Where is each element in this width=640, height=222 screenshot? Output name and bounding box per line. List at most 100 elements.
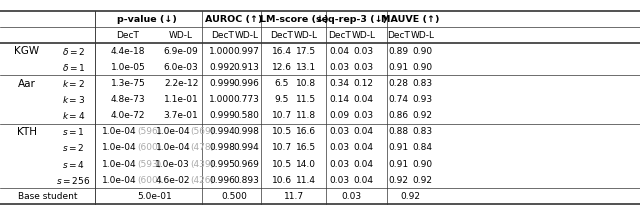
Text: 0.03: 0.03 [329,63,349,72]
Text: 0.04: 0.04 [353,143,374,153]
Text: 1.0e-04: 1.0e-04 [102,143,137,153]
Text: 0.03: 0.03 [329,143,349,153]
Text: 0.04: 0.04 [329,47,349,56]
Text: $s = 1$: $s = 1$ [62,126,85,137]
Text: 4.4e-18: 4.4e-18 [111,47,145,56]
Text: 6.9e-09: 6.9e-09 [164,47,198,56]
Text: 11.7: 11.7 [284,192,304,201]
Text: 0.913: 0.913 [234,63,259,72]
Text: 0.14: 0.14 [329,95,349,104]
Text: 0.91: 0.91 [388,143,408,153]
Text: 0.74: 0.74 [388,95,408,104]
Text: 10.5: 10.5 [271,127,292,136]
Text: 0.83: 0.83 [412,127,433,136]
Text: 0.92: 0.92 [388,176,408,185]
Text: KTH: KTH [17,127,37,137]
Text: 4.0e-72: 4.0e-72 [111,111,145,120]
Text: KGW: KGW [14,46,40,56]
Text: 0.04: 0.04 [353,95,374,104]
Text: Base student: Base student [19,192,77,201]
Text: 10.7: 10.7 [271,143,292,153]
Text: 0.999: 0.999 [209,79,235,88]
Text: 0.03: 0.03 [329,159,349,168]
Text: DecT: DecT [116,31,140,40]
Text: 0.03: 0.03 [353,47,374,56]
Text: 10.5: 10.5 [271,159,292,168]
Text: (569): (569) [190,127,214,136]
Text: 1.000: 1.000 [209,95,235,104]
Text: 1.000: 1.000 [209,47,235,56]
Text: 0.92: 0.92 [412,111,433,120]
Text: 0.500: 0.500 [221,192,247,201]
Text: 1.0e-04: 1.0e-04 [102,176,137,185]
Text: 0.998: 0.998 [209,143,235,153]
Text: 9.5: 9.5 [275,95,289,104]
Text: 10.6: 10.6 [271,176,292,185]
Text: $k = 2$: $k = 2$ [62,78,85,89]
Text: 0.04: 0.04 [353,176,374,185]
Text: DecT: DecT [328,31,351,40]
Text: 14.0: 14.0 [296,159,316,168]
Text: 4.8e-73: 4.8e-73 [111,95,145,104]
Text: 0.03: 0.03 [353,63,374,72]
Text: 1.0e-04: 1.0e-04 [156,127,190,136]
Text: WD-L: WD-L [169,31,193,40]
Text: 0.03: 0.03 [329,176,349,185]
Text: 3.7e-01: 3.7e-01 [164,111,198,120]
Text: (600): (600) [137,143,161,153]
Text: 2.2e-12: 2.2e-12 [164,79,198,88]
Text: 0.03: 0.03 [329,127,349,136]
Text: 0.893: 0.893 [234,176,259,185]
Text: 0.969: 0.969 [234,159,259,168]
Text: (478): (478) [190,143,214,153]
Text: AUROC (↑): AUROC (↑) [205,15,263,24]
Text: 11.8: 11.8 [296,111,316,120]
Text: MAUVE (↑): MAUVE (↑) [381,15,440,24]
Text: 0.04: 0.04 [353,159,374,168]
Text: $\delta = 2$: $\delta = 2$ [62,46,85,57]
Text: 0.994: 0.994 [234,143,259,153]
Text: 0.04: 0.04 [353,127,374,136]
Text: (596): (596) [137,127,161,136]
Text: 0.999: 0.999 [209,111,235,120]
Text: 16.5: 16.5 [296,143,316,153]
Text: 11.5: 11.5 [296,95,316,104]
Text: $s = 256$: $s = 256$ [56,174,91,186]
Text: 0.998: 0.998 [234,127,259,136]
Text: 0.88: 0.88 [388,127,408,136]
Text: 0.995: 0.995 [209,159,235,168]
Text: 0.773: 0.773 [234,95,259,104]
Text: $\delta = 1$: $\delta = 1$ [62,62,85,73]
Text: (426): (426) [190,176,214,185]
Text: WD-L: WD-L [234,31,259,40]
Text: WD-L: WD-L [351,31,376,40]
Text: 6.5: 6.5 [275,79,289,88]
Text: 0.03: 0.03 [353,111,374,120]
Text: 0.997: 0.997 [234,47,259,56]
Text: 10.8: 10.8 [296,79,316,88]
Text: 17.5: 17.5 [296,47,316,56]
Text: 16.6: 16.6 [296,127,316,136]
Text: 0.34: 0.34 [329,79,349,88]
Text: $s = 2$: $s = 2$ [62,142,85,153]
Text: 1.1e-01: 1.1e-01 [164,95,198,104]
Text: 10.7: 10.7 [271,111,292,120]
Text: 11.4: 11.4 [296,176,316,185]
Text: $k = 4$: $k = 4$ [62,110,85,121]
Text: seq-rep-3 (↓): seq-rep-3 (↓) [316,15,387,24]
Text: WD-L: WD-L [294,31,318,40]
Text: 12.6: 12.6 [271,63,292,72]
Text: 0.992: 0.992 [209,63,235,72]
Text: 1.0e-04: 1.0e-04 [102,159,137,168]
Text: 0.580: 0.580 [234,111,259,120]
Text: (600): (600) [137,176,161,185]
Text: 0.90: 0.90 [412,47,433,56]
Text: p-value (↓): p-value (↓) [117,15,177,24]
Text: 0.90: 0.90 [412,159,433,168]
Text: 1.0e-04: 1.0e-04 [102,127,137,136]
Text: Aar: Aar [18,79,36,89]
Text: 5.0e-01: 5.0e-01 [137,192,172,201]
Text: $s = 4$: $s = 4$ [62,159,85,170]
Text: 0.28: 0.28 [388,79,408,88]
Text: 0.92: 0.92 [412,176,433,185]
